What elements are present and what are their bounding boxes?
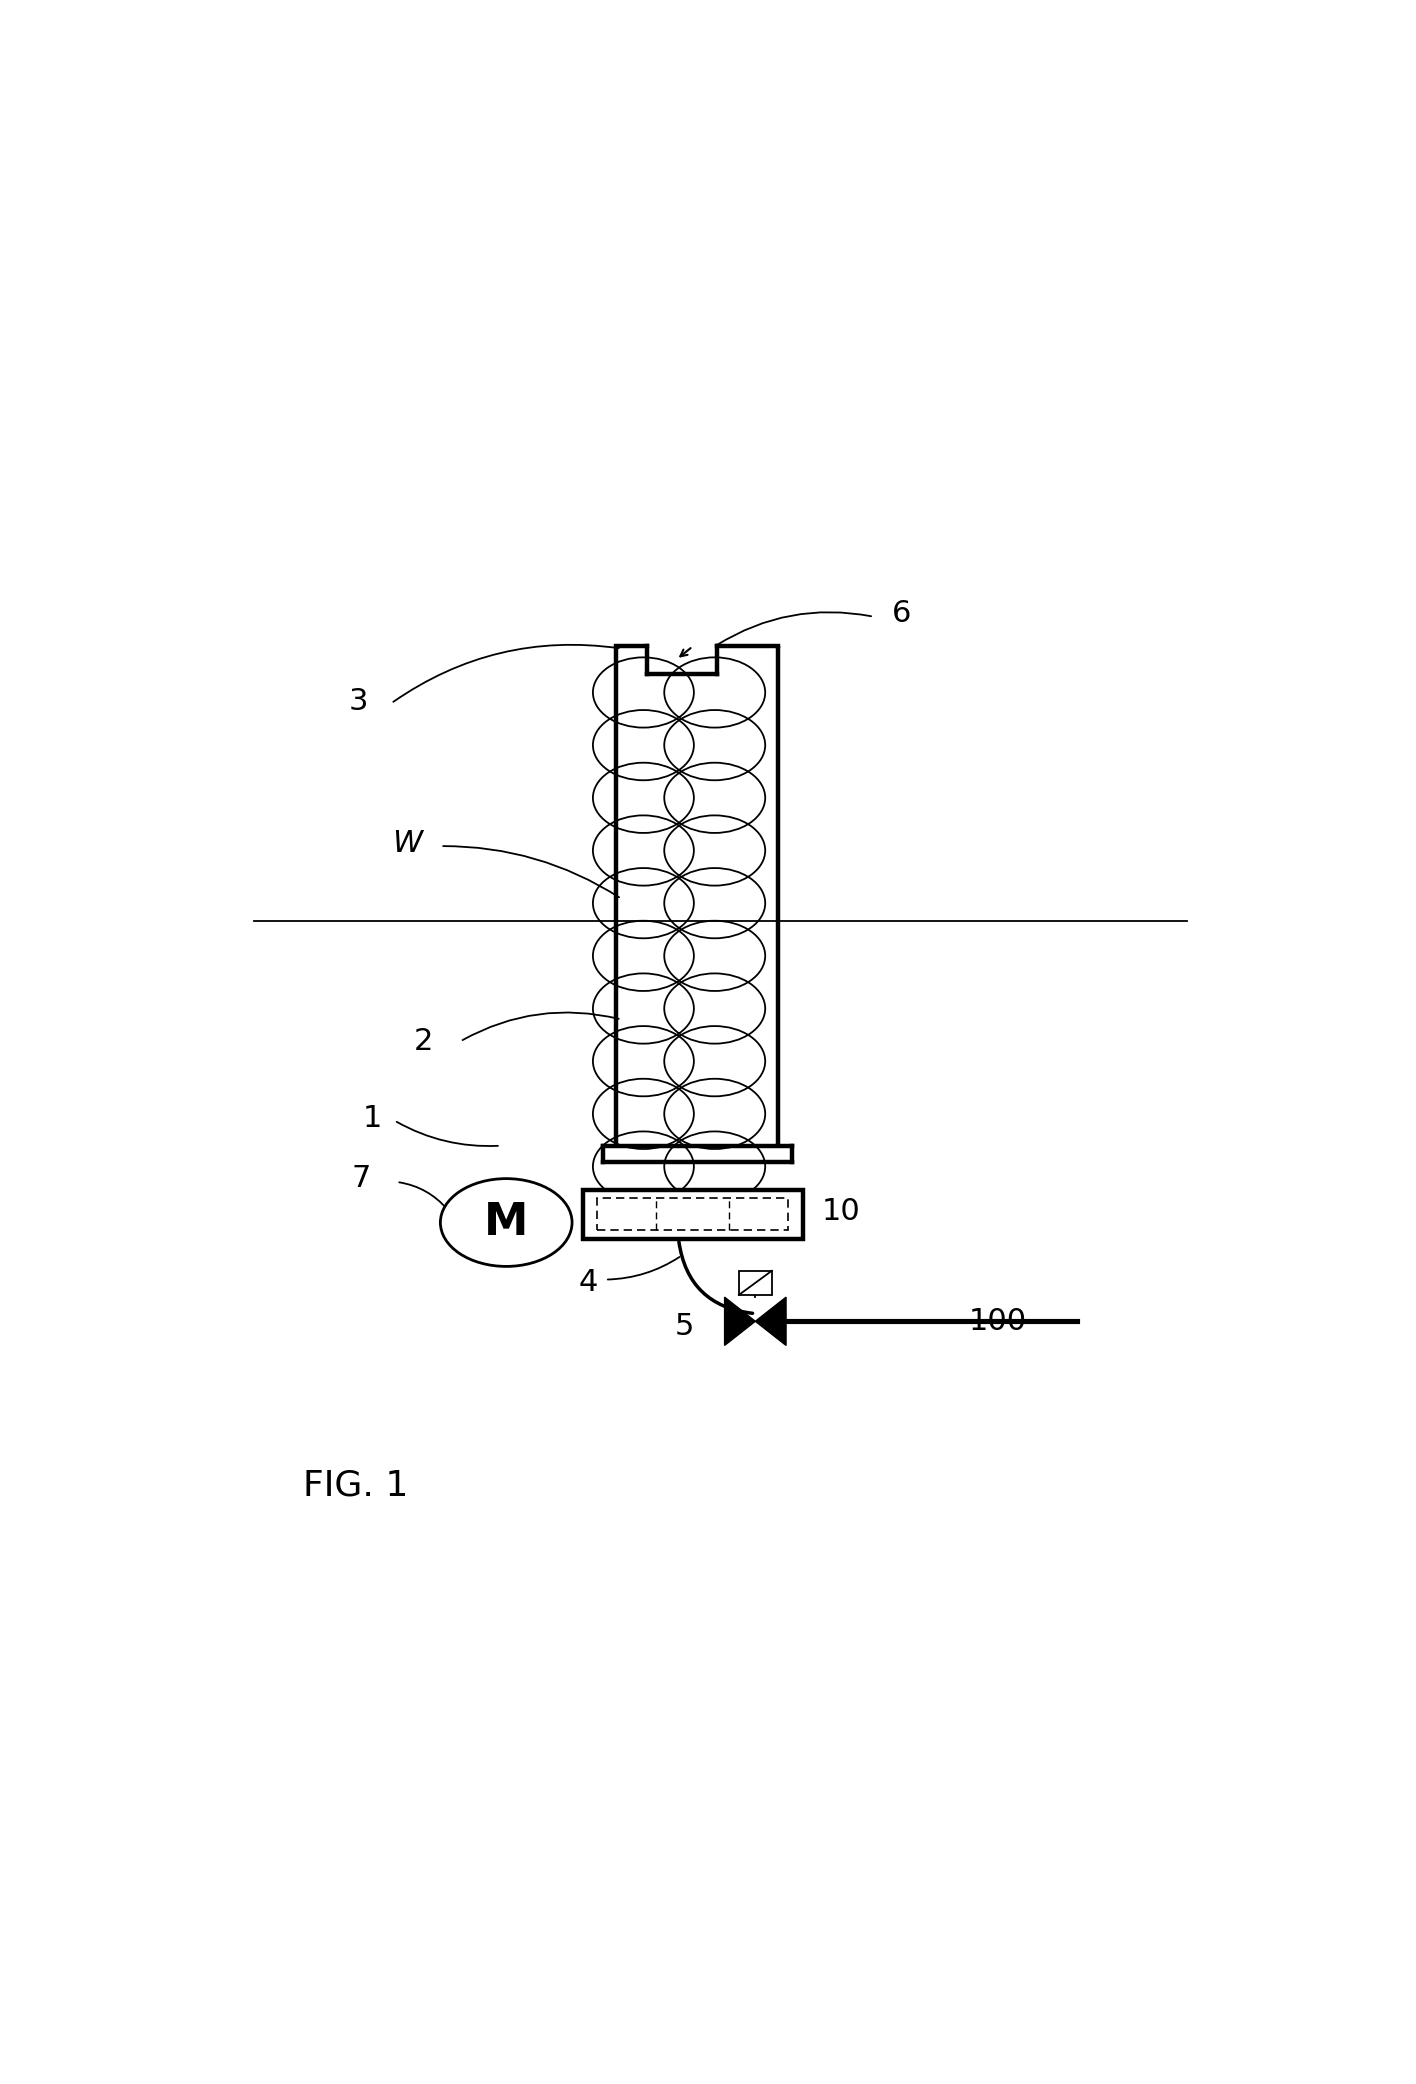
Text: 3: 3 [348, 688, 368, 715]
Polygon shape [755, 1296, 786, 1346]
Text: M: M [484, 1200, 528, 1244]
FancyArrowPatch shape [716, 613, 871, 644]
FancyArrowPatch shape [678, 1242, 752, 1313]
Text: 7: 7 [351, 1165, 371, 1194]
Bar [583, 1190, 803, 1240]
FancyArrowPatch shape [399, 1182, 447, 1209]
Text: 10: 10 [821, 1196, 861, 1225]
Text: W: W [392, 829, 422, 859]
FancyArrowPatch shape [396, 1121, 498, 1146]
Text: FIG. 1: FIG. 1 [303, 1469, 409, 1503]
Text: 1: 1 [362, 1105, 382, 1134]
FancyArrowPatch shape [607, 1257, 680, 1280]
Text: 6: 6 [892, 598, 910, 627]
Text: 5: 5 [674, 1313, 694, 1342]
Bar [598, 1198, 789, 1230]
FancyArrowPatch shape [443, 846, 619, 898]
Text: 2: 2 [415, 1027, 433, 1057]
Ellipse shape [440, 1180, 572, 1267]
Bar [739, 1271, 772, 1294]
FancyArrowPatch shape [394, 644, 619, 702]
Text: 100: 100 [969, 1307, 1027, 1336]
Polygon shape [725, 1296, 755, 1346]
Text: 4: 4 [579, 1269, 598, 1298]
FancyArrowPatch shape [463, 1013, 619, 1040]
